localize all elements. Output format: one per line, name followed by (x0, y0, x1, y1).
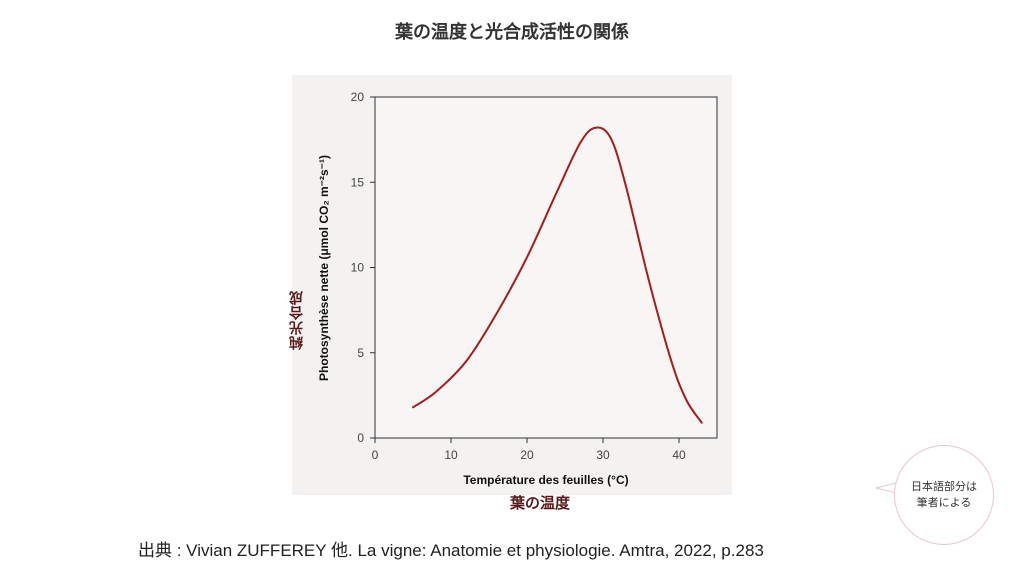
x-tick-label: 20 (520, 448, 534, 462)
y-axis-label: Photosynthèse nette (μmol CO₂ m⁻²s⁻¹) (317, 155, 331, 381)
plot-area (374, 96, 718, 439)
note-bubble: 日本語部分は 筆者による (894, 445, 994, 545)
y-tick-label: 15 (351, 175, 365, 189)
y-tick-label: 5 (357, 346, 364, 360)
x-tick-label: 30 (596, 448, 610, 462)
series-line (412, 126, 703, 424)
y-tick-label: 10 (351, 261, 365, 275)
japanese-y-label: 純光合成 (289, 290, 305, 350)
japanese-x-label: 葉の温度 (509, 494, 570, 512)
x-tick-label: 10 (444, 448, 458, 462)
y-tick-label: 0 (357, 431, 364, 445)
x-axis-label: Température des feuilles (°C) (463, 473, 628, 487)
citation: 出典 : Vivian ZUFFEREY 他. La vigne: Anatom… (138, 541, 764, 560)
note-line-2: 筆者による (916, 496, 972, 509)
x-tick-label: 0 (372, 448, 379, 462)
note-line-1: 日本語部分は (911, 480, 977, 493)
y-tick-label: 20 (351, 90, 365, 104)
x-tick-label: 40 (672, 448, 686, 462)
slide-title: 葉の温度と光合成活性の関係 (395, 22, 629, 43)
